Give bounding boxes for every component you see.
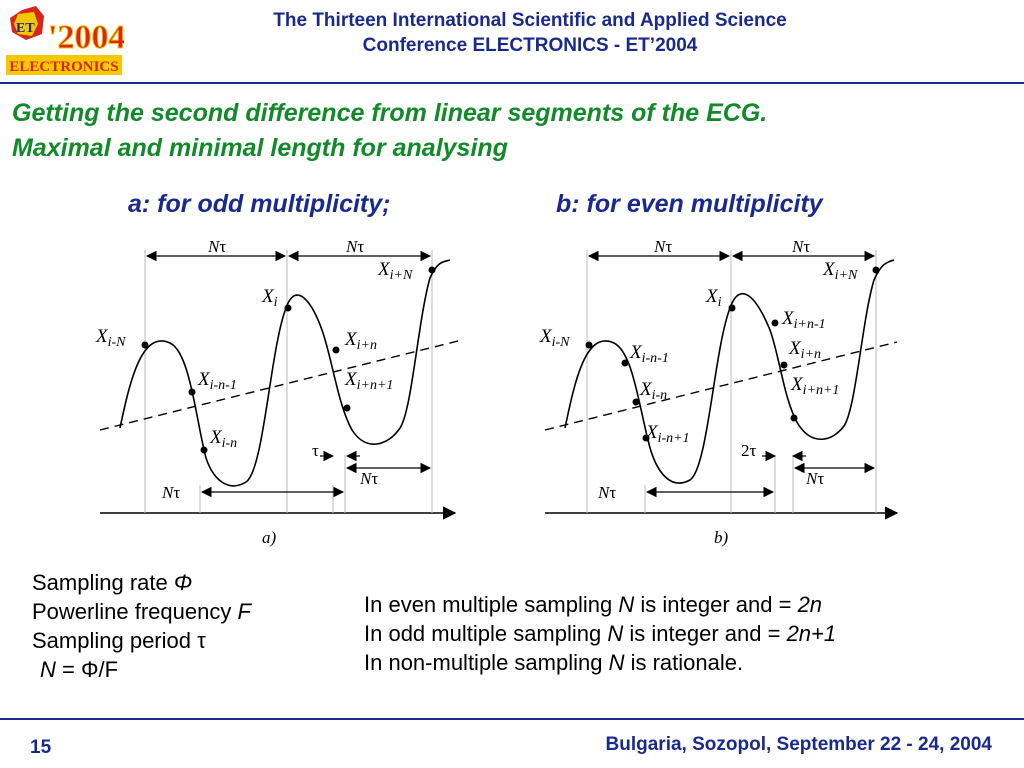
conference-logo: ET '2004 ELECTRONICS (4, 4, 126, 76)
svg-text:Nτ: Nτ (805, 469, 824, 488)
rule-even: In even multiple sampling N is integer a… (364, 592, 823, 617)
svg-text:Xi-n-1: Xi-n-1 (197, 369, 237, 393)
page-number: 15 (30, 737, 52, 758)
svg-text:Xi+n-1: Xi+n-1 (781, 308, 826, 332)
svg-text:Nτ: Nτ (359, 469, 378, 488)
point-b-x-i-plus-n-plus-1 (790, 414, 798, 422)
svg-text:Xi+n: Xi+n (344, 329, 377, 353)
logo-year: '2004 (48, 19, 124, 56)
svg-text:Xi-N: Xi-N (539, 326, 570, 350)
linear-segment-dashed-b (544, 341, 898, 431)
svg-text:Xi-n+1: Xi-n+1 (645, 422, 690, 446)
slide-title-line2: Maximal and minimal length for analysing (12, 134, 508, 162)
rules-block: In even multiple sampling N is integer a… (364, 590, 836, 677)
svg-text:Xi+N: Xi+N (822, 259, 858, 283)
def-sampling-rate: Sampling rate Φ (32, 570, 193, 595)
svg-text:Nτ: Nτ (345, 237, 364, 256)
conference-title: The Thirteen International Scientific an… (150, 8, 910, 58)
svg-text:Xi-N: Xi-N (95, 326, 126, 350)
sublabel-b: b) (714, 528, 729, 547)
svg-text:Nτ: Nτ (653, 237, 672, 256)
svg-text:τ: τ (312, 441, 319, 460)
svg-text:Xi-n: Xi-n (639, 379, 667, 403)
point-x-i (284, 304, 292, 312)
slide-title-line1: Getting the second difference from linea… (12, 99, 768, 127)
point-x-i-minus-N (141, 341, 149, 349)
svg-text:Nτ: Nτ (791, 237, 810, 256)
linear-segment-dashed (99, 339, 463, 431)
point-b-x-i (728, 304, 736, 312)
point-x-i-minus-n-minus-1 (188, 388, 196, 396)
svg-text:Xi: Xi (261, 286, 278, 310)
def-formula: N = Φ/F (40, 657, 119, 682)
point-x-i-plus-N (428, 266, 436, 274)
svg-text:Nτ: Nτ (207, 237, 226, 256)
point-x-i-plus-n-plus-1 (343, 404, 351, 412)
header-divider (0, 82, 1024, 84)
point-x-i-plus-n (332, 346, 340, 354)
footer-location: Bulgaria, Sozopol, September 22 - 24, 20… (605, 734, 992, 755)
definitions-block: Sampling rate Φ Powerline frequency F Sa… (32, 568, 251, 684)
svg-text:Xi-n-1: Xi-n-1 (629, 342, 669, 366)
point-b-x-i-minus-n (632, 398, 640, 406)
def-sampling-period: Sampling period τ (32, 628, 206, 653)
ecg-signal-curve-b (564, 259, 895, 484)
svg-text:Nτ: Nτ (161, 483, 180, 502)
point-b-x-i-minus-N (585, 341, 593, 349)
footer-divider (0, 718, 1024, 720)
svg-text:Xi+n+1: Xi+n+1 (344, 369, 393, 393)
ecg-signal-curve (119, 259, 451, 487)
svg-text:Xi+n: Xi+n (788, 338, 821, 362)
sublabel-a: a) (262, 528, 277, 547)
svg-text:Xi-n: Xi-n (209, 427, 237, 451)
caption-even: b: for even multiplicity (556, 190, 823, 218)
svg-text:Xi: Xi (705, 286, 722, 310)
logo-banner: ELECTRONICS (9, 59, 118, 75)
logo-badge: ET (16, 21, 35, 36)
caption-odd: a: for odd multiplicity; (128, 190, 391, 218)
point-x-i-minus-n (200, 446, 208, 454)
def-powerline: Powerline frequency F (32, 599, 251, 624)
point-b-x-i-minus-n-plus-1 (642, 434, 650, 442)
ecg-diagrams: Nτ Nτ Nτ Nτ τ Xi-N Xi-n-1 Xi-n Xi Xi+n X… (95, 237, 899, 547)
slide-title: Getting the second difference from linea… (12, 96, 767, 166)
diagram-odd: Nτ Nτ Nτ Nτ τ Xi-N Xi-n-1 Xi-n Xi Xi+n X… (95, 237, 463, 547)
svg-text:Xi+N: Xi+N (377, 259, 413, 283)
rule-non-multiple: In non-multiple sampling N is rationale. (364, 650, 744, 675)
rule-odd: In odd multiple sampling N is integer an… (364, 621, 837, 646)
svg-text:Nτ: Nτ (597, 483, 616, 502)
point-b-x-i-plus-N (872, 266, 880, 274)
point-b-x-i-plus-n-minus-1 (771, 319, 779, 327)
conference-title-line1: The Thirteen International Scientific an… (273, 10, 787, 31)
conference-title-line2: Conference ELECTRONICS - ET’2004 (362, 35, 698, 56)
point-b-x-i-plus-n (780, 361, 788, 369)
svg-text:Xi+n+1: Xi+n+1 (790, 374, 839, 398)
point-b-x-i-minus-n-minus-1 (621, 359, 629, 367)
svg-text:2τ: 2τ (741, 441, 757, 460)
diagram-even: Nτ Nτ Nτ Nτ 2τ Xi-N Xi-n-1 Xi-n Xi-n+1 X… (539, 237, 899, 547)
